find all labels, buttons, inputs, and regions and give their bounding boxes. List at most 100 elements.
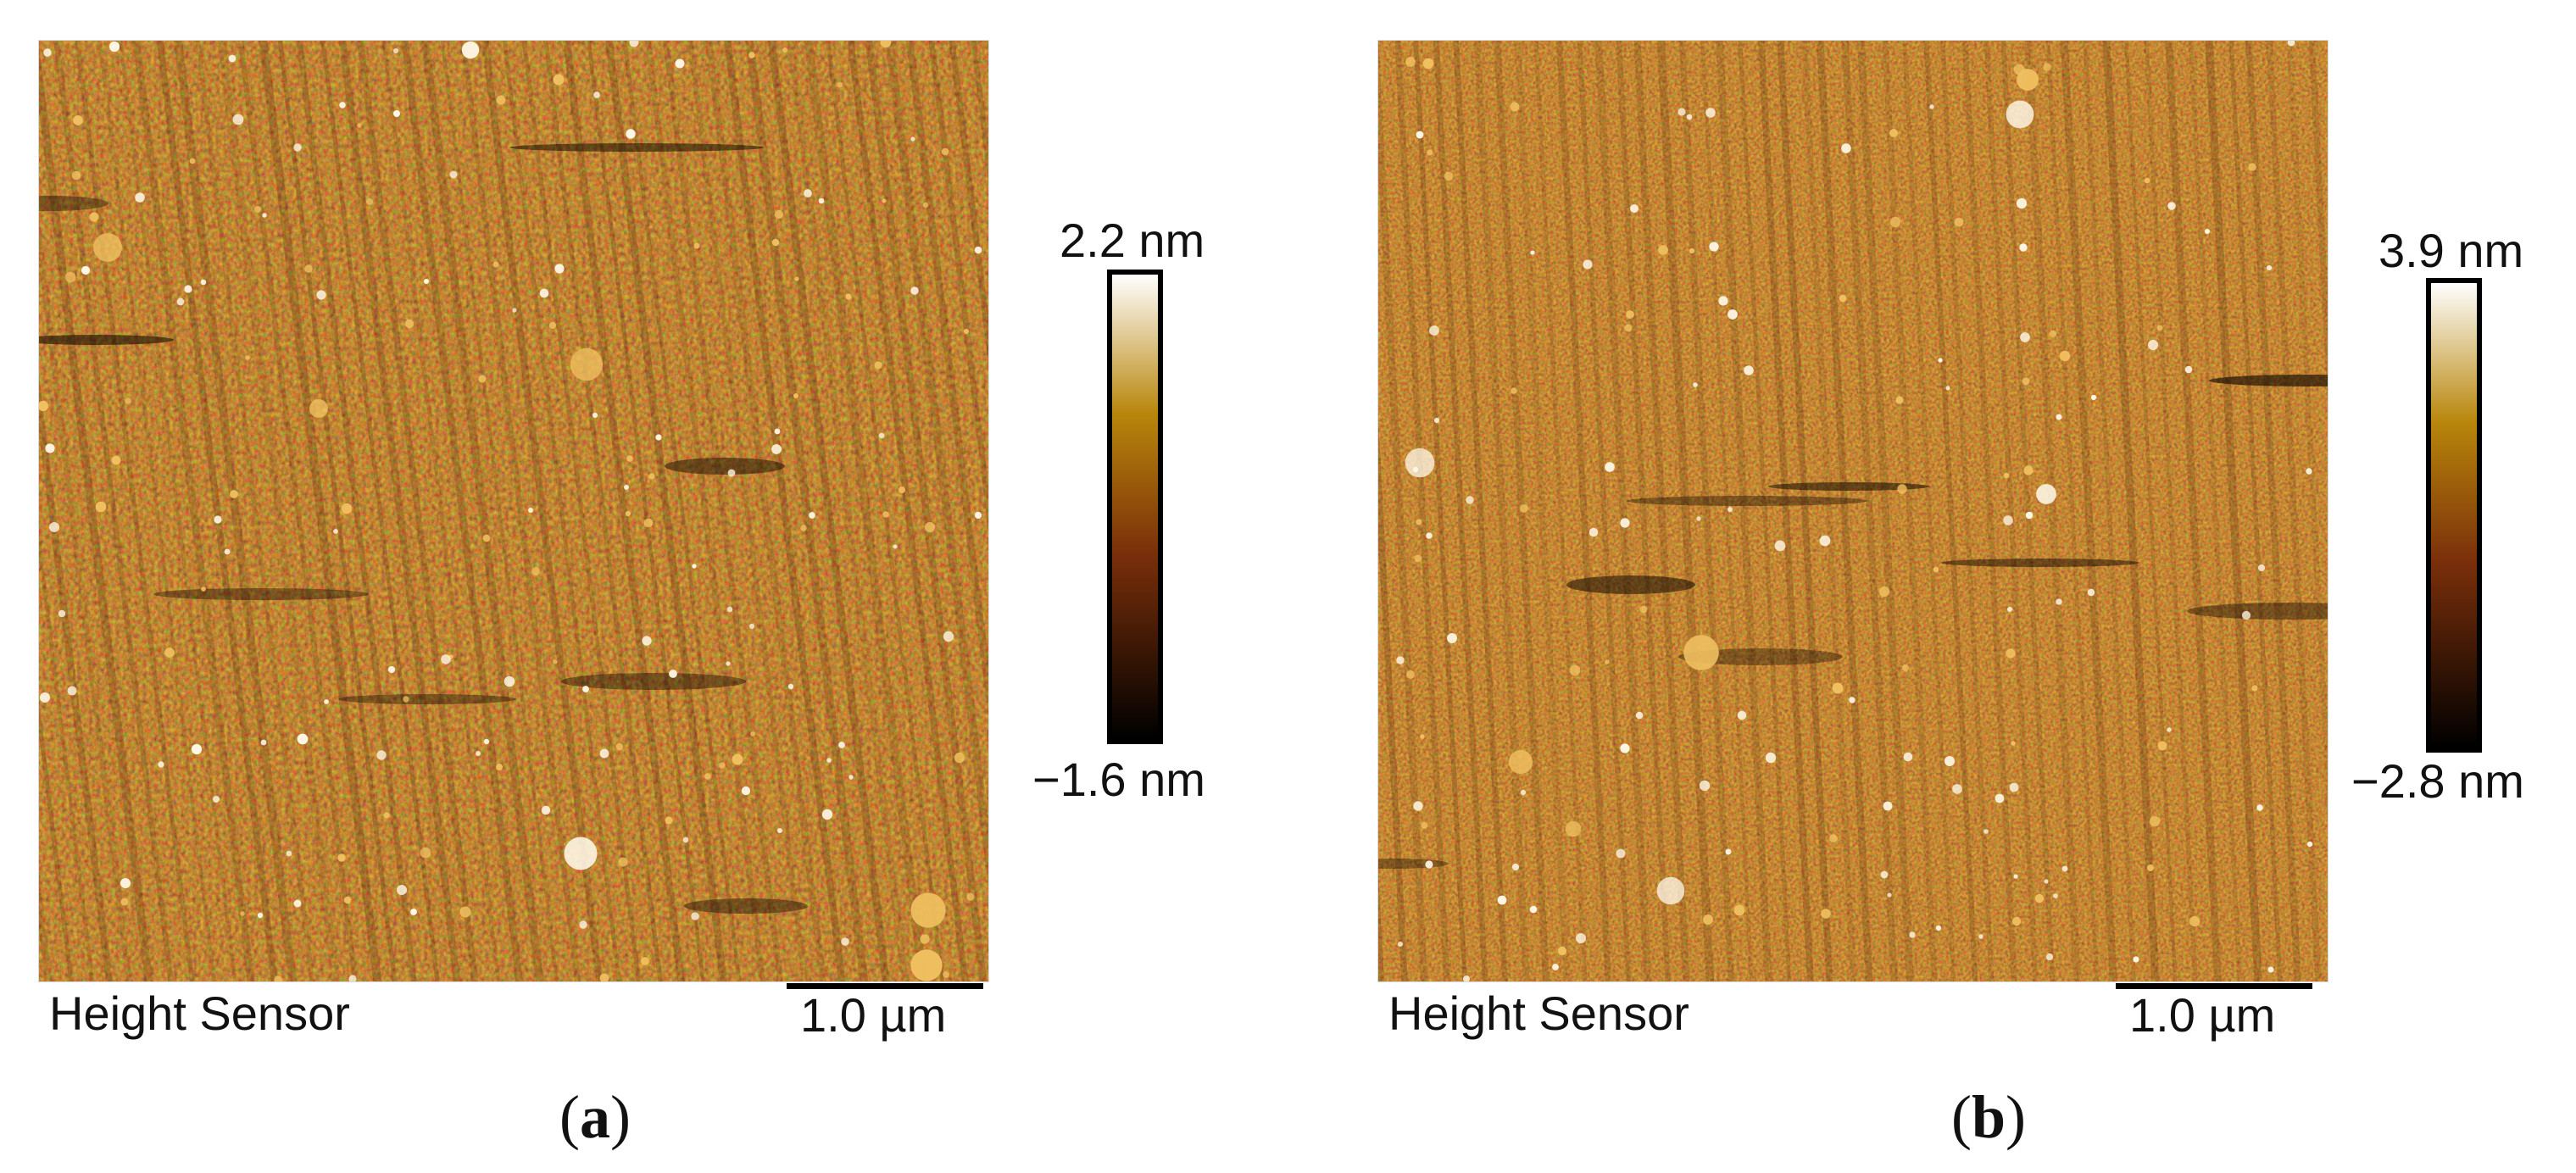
surface-particle [304, 264, 313, 273]
surface-particle [1656, 876, 1685, 905]
surface-particle [230, 490, 238, 498]
surface-particle [387, 665, 396, 674]
scan-stripe [644, 41, 766, 981]
scan-stripe [132, 41, 255, 981]
surface-particle [642, 636, 652, 646]
scan-stripe [767, 41, 890, 981]
scan-stripe [338, 41, 461, 981]
surface-particle [1576, 933, 1586, 943]
surface-particle [286, 850, 292, 857]
dark-streak [2187, 603, 2328, 620]
surface-particle [2023, 465, 2034, 475]
surface-particle [1630, 204, 1639, 213]
surface-particle [2090, 394, 2097, 401]
surface-particle [809, 512, 815, 519]
surface-particle [741, 786, 751, 796]
scan-stripe [357, 41, 479, 981]
surface-particle [774, 209, 784, 220]
scan-stripe [1882, 41, 1938, 981]
surface-particle [880, 41, 892, 48]
channel-label: Height Sensor [49, 987, 350, 1040]
surface-particle [1413, 801, 1423, 811]
surface-particle [2306, 841, 2313, 848]
surface-particle [910, 286, 919, 295]
surface-particle [821, 809, 833, 820]
surface-particle [43, 48, 52, 57]
surface-particle [1880, 870, 1889, 879]
afm-height-image-b [1378, 41, 2328, 981]
scan-stripe [905, 41, 988, 718]
surface-particle [954, 752, 965, 764]
surface-particle [1883, 801, 1893, 811]
afm-texture-b [1378, 41, 2328, 981]
surface-particle [539, 288, 549, 298]
surface-particle [410, 909, 417, 915]
surface-particle [2266, 264, 2273, 271]
surface-particle [1677, 108, 1686, 116]
surface-particle [541, 805, 551, 815]
surface-particle [669, 670, 677, 678]
scan-stripe [521, 41, 641, 981]
scan-stripe [420, 41, 544, 981]
surface-particle [1569, 664, 1581, 676]
dark-streak [1678, 648, 1843, 665]
caption-open: ( [559, 1083, 580, 1151]
surface-particle [1683, 635, 1719, 670]
surface-particle [2006, 100, 2034, 129]
surface-particle [64, 271, 76, 283]
surface-particle [643, 518, 654, 528]
surface-particle [461, 41, 480, 59]
scan-stripe [745, 41, 869, 981]
surface-particle [1398, 942, 1403, 947]
scan-stripe [2228, 41, 2283, 981]
surface-particle [719, 762, 726, 769]
surface-particle [582, 686, 589, 692]
caption-close: ) [609, 1083, 631, 1151]
scan-stripe [949, 41, 988, 365]
scan-stripe [704, 41, 827, 981]
surface-particle [691, 912, 699, 920]
surface-particle [845, 293, 852, 300]
dark-streak [1566, 575, 1695, 594]
caption-letter: a [579, 1083, 610, 1151]
colorbar-min-label: −2.8 nm [2351, 754, 2524, 808]
surface-particle [625, 510, 631, 517]
surface-particle [943, 971, 949, 978]
surface-particle [365, 197, 374, 206]
surface-particle [726, 606, 733, 613]
surface-particle [1529, 905, 1538, 914]
surface-particle [782, 47, 787, 53]
surface-particle [2020, 332, 2030, 342]
surface-particle [974, 511, 982, 520]
surface-particle [324, 699, 329, 704]
scan-stripe [296, 41, 417, 981]
surface-particle [2043, 63, 2051, 71]
panel-b: Height Sensor 1.0 µm 3.9 nm −2.8 nm (b) [1339, 0, 2576, 1173]
surface-particle [818, 197, 825, 204]
surface-particle [95, 501, 107, 513]
surface-particle [1396, 656, 1405, 664]
surface-particle [2257, 564, 2266, 572]
surface-particle [1765, 752, 1777, 764]
surface-particle [878, 432, 885, 439]
scan-stripe [320, 41, 440, 981]
surface-particle [2205, 229, 2210, 234]
surface-particle [1945, 756, 1955, 766]
surface-particle [599, 748, 609, 759]
surface-particle [771, 444, 782, 454]
surface-particle [800, 525, 807, 531]
scan-stripe [1433, 41, 1488, 981]
scan-stripe [1633, 41, 1690, 981]
surface-particle [58, 609, 66, 618]
surface-particle [81, 265, 91, 275]
surface-particle [2306, 468, 2312, 475]
surface-particle [531, 567, 540, 575]
surface-particle [910, 892, 946, 928]
surface-particle [2189, 915, 2200, 927]
surface-particle [1954, 217, 1964, 227]
scan-stripe [1801, 41, 1857, 981]
surface-particle [593, 92, 600, 98]
surface-particle [1510, 102, 1520, 112]
surface-particle [2056, 598, 2062, 605]
scan-stripe [1555, 41, 1612, 981]
